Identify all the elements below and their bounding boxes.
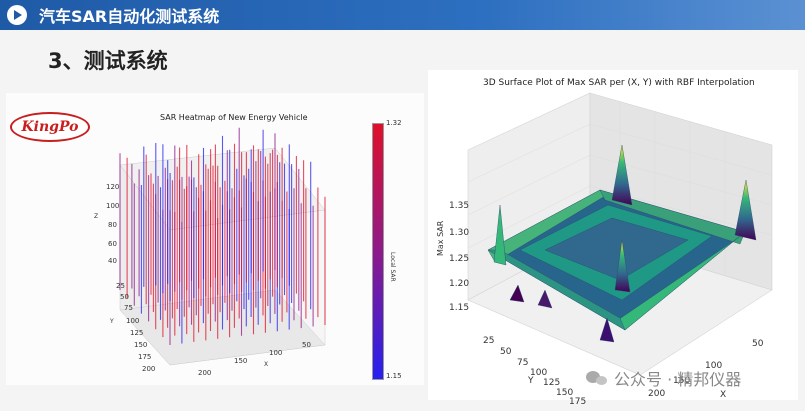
header-bar: 汽车SAR自动化测试系统 bbox=[0, 0, 805, 30]
play-icon bbox=[7, 5, 27, 25]
surface-y-tick: 50 bbox=[500, 347, 512, 357]
heatmap-y-tick: 125 bbox=[130, 329, 144, 337]
heatmap-x-tick: 100 bbox=[269, 349, 283, 357]
heatmap-z-tick: 60 bbox=[108, 240, 117, 248]
surface-panel bbox=[428, 70, 798, 400]
surface-x-tick: 150 bbox=[673, 376, 691, 386]
surface-y-tick: 25 bbox=[483, 336, 495, 346]
heatmap-y-tick: 75 bbox=[124, 304, 133, 312]
heatmap-colorbar bbox=[372, 123, 384, 380]
header-title: 汽车SAR自动化测试系统 bbox=[39, 7, 220, 26]
watermark: 公众号 · 精邦仪器 bbox=[586, 366, 741, 390]
surface-x-tick: 100 bbox=[705, 361, 723, 371]
surface-y-tick: 75 bbox=[517, 358, 529, 368]
heatmap-y-tick: 25 bbox=[116, 282, 125, 290]
surface-z-tick: 1.15 bbox=[449, 303, 470, 313]
surface-y-tick: 175 bbox=[569, 397, 587, 407]
heatmap-y-tick: 50 bbox=[120, 293, 129, 301]
colorbar-max: 1.32 bbox=[386, 119, 402, 127]
heatmap-title: SAR Heatmap of New Energy Vehicle bbox=[160, 113, 308, 122]
surface-y-tick: 150 bbox=[556, 388, 574, 398]
surface-y-tick: 100 bbox=[530, 368, 548, 378]
heatmap-x-tick: 150 bbox=[234, 357, 248, 365]
heatmap-x-tick: 200 bbox=[198, 369, 212, 377]
surface-x-tick: 200 bbox=[648, 389, 666, 399]
surface-title: 3D Surface Plot of Max SAR per (X, Y) wi… bbox=[483, 78, 755, 88]
heatmap-y-label: Y bbox=[110, 318, 114, 325]
surface-z-tick: 1.30 bbox=[449, 228, 470, 238]
heatmap-y-tick: 100 bbox=[126, 317, 140, 325]
colorbar-min: 1.15 bbox=[386, 372, 402, 380]
colorbar-label: Local SAR bbox=[389, 252, 396, 282]
heatmap-z-tick: 120 bbox=[106, 183, 120, 191]
surface-z-tick: 1.20 bbox=[449, 279, 470, 289]
surface-z-tick: 1.25 bbox=[449, 254, 470, 264]
wechat-icon bbox=[586, 369, 608, 387]
surface-z-label: Max SAR bbox=[436, 220, 445, 256]
heatmap-z-tick: 40 bbox=[108, 257, 117, 265]
surface-z-tick: 1.35 bbox=[449, 201, 470, 211]
heatmap-z-label: Z bbox=[94, 213, 99, 220]
surface-x-tick: 50 bbox=[752, 339, 764, 349]
heatmap-y-tick: 150 bbox=[134, 341, 148, 349]
heatmap-y-tick: 175 bbox=[138, 353, 152, 361]
surface-y-tick: 125 bbox=[543, 378, 561, 388]
heatmap-z-tick: 80 bbox=[108, 221, 117, 229]
surface-y-label: Y bbox=[528, 376, 534, 386]
surface-x-label: X bbox=[720, 390, 727, 400]
heatmap-z-tick: 100 bbox=[106, 202, 120, 210]
heatmap-y-tick: 200 bbox=[142, 365, 156, 373]
watermark-text: 公众号 · 精邦仪器 bbox=[614, 370, 742, 389]
kingpo-logo: KingPo bbox=[10, 112, 90, 142]
heatmap-x-label: X bbox=[264, 361, 269, 368]
heatmap-x-tick: 50 bbox=[302, 341, 311, 349]
section-title: 3、测试系统 bbox=[48, 49, 168, 73]
